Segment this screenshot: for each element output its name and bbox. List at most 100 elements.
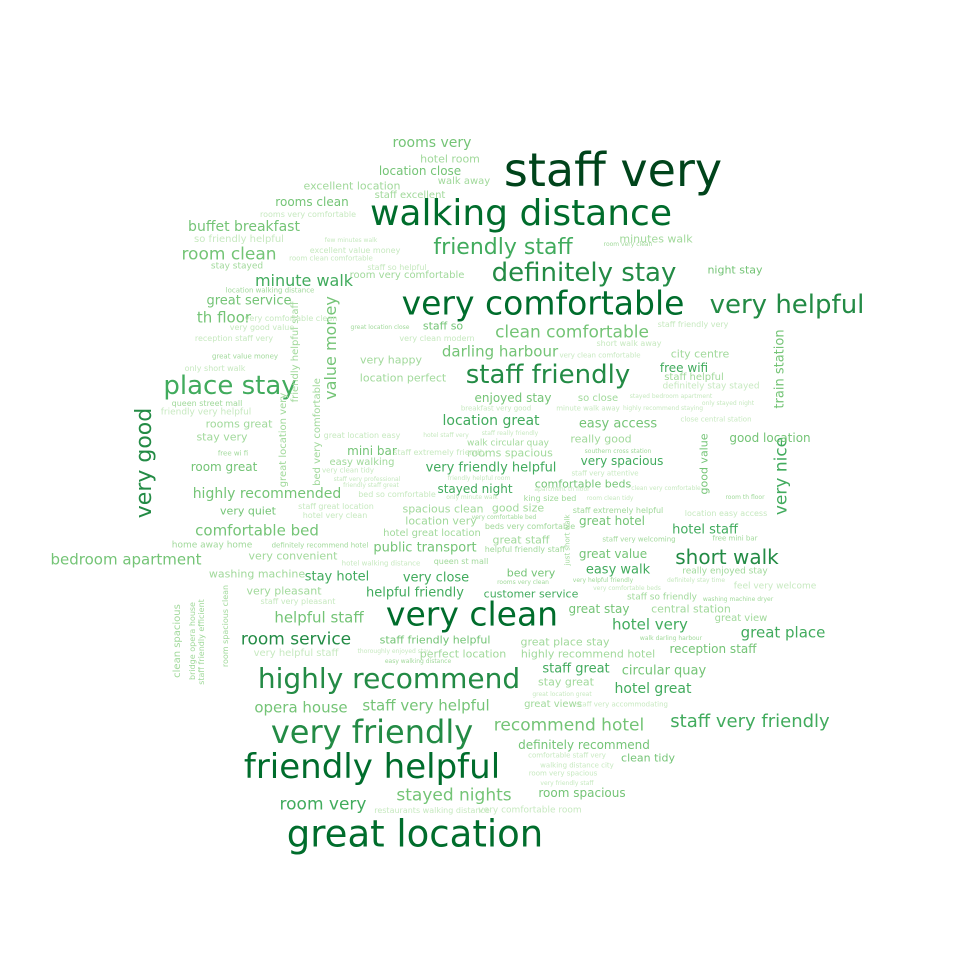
- word-cloud-term: stay stayed: [210, 261, 264, 272]
- word-cloud-term: hotel very clean: [302, 511, 368, 520]
- word-cloud-term: staff great location: [298, 502, 374, 511]
- word-cloud-term: staff great: [542, 661, 610, 677]
- word-cloud-term: staff friendly: [465, 360, 631, 390]
- word-cloud-term: excellent value money: [309, 246, 401, 255]
- word-cloud-term: mini bar: [347, 444, 397, 458]
- word-cloud-term: location very: [405, 514, 477, 528]
- word-cloud-term: great place stay: [520, 635, 610, 649]
- word-cloud-term: hotel very: [612, 615, 688, 634]
- word-cloud-term: minutes walk: [619, 232, 693, 246]
- word-cloud-term: very comfortable room: [478, 805, 582, 816]
- word-cloud-term: really good: [570, 432, 632, 446]
- word-cloud-term: very good: [132, 407, 157, 519]
- word-cloud-term: stay great: [538, 675, 594, 689]
- word-cloud-term: walking distance city: [540, 761, 614, 770]
- word-cloud-term: great location close: [350, 324, 410, 331]
- word-cloud-term: bed very: [506, 566, 556, 580]
- word-cloud-term: room clean tidy: [586, 495, 634, 502]
- word-cloud-term: easy access: [578, 416, 658, 432]
- word-cloud-term: great staff: [492, 533, 550, 547]
- word-cloud-term: room spacious: [538, 786, 626, 800]
- word-cloud-term: location easy access: [684, 509, 768, 518]
- word-cloud-term: hotel great location: [383, 528, 481, 539]
- word-cloud-term: beds very comfortable: [484, 522, 576, 531]
- word-cloud-term: free wifi: [659, 361, 709, 375]
- word-cloud-term: short walk: [675, 545, 779, 569]
- word-cloud-term: queen street mall: [171, 399, 243, 408]
- word-cloud-term: clean very comfortable: [631, 485, 701, 492]
- word-cloud-term: minute walk: [254, 271, 354, 290]
- word-cloud-term: helpful staff: [274, 608, 364, 627]
- word-cloud-term: breakfast very good: [460, 404, 532, 413]
- word-cloud-term: free wi fi: [217, 449, 249, 458]
- word-cloud-term: queen st mall: [433, 557, 489, 566]
- word-cloud-term: very comfortable bed: [471, 514, 537, 521]
- word-cloud-term: room th floor: [725, 494, 765, 501]
- word-cloud-term: staff friendly helpful: [379, 633, 491, 647]
- word-cloud-term: definitely stay stayed: [662, 381, 760, 392]
- word-cloud-term: easy walking distance: [384, 658, 452, 665]
- word-cloud-term: free mini bar: [712, 534, 758, 543]
- word-cloud-term: so friendly helpful: [194, 234, 284, 245]
- word-cloud-term: clean comfortable: [495, 322, 649, 343]
- word-cloud-term: very friendly staff: [540, 780, 594, 787]
- word-cloud-term: very clean modern: [399, 334, 475, 343]
- word-cloud-term: good location: [729, 431, 811, 445]
- word-cloud-term: location walking distance: [225, 286, 315, 295]
- word-cloud-term: thoroughly enjoyed stay: [357, 648, 431, 655]
- word-cloud-term: reception staff very: [194, 334, 274, 343]
- word-cloud-term: stayed nights: [396, 785, 512, 806]
- word-cloud-term: room great: [190, 460, 258, 474]
- word-cloud-term: staff so: [422, 319, 464, 333]
- word-cloud-term: friendly staff great: [343, 482, 399, 489]
- word-cloud-term: rooms very: [392, 135, 472, 151]
- word-cloud-term: staff excellent: [374, 190, 446, 201]
- word-cloud-term: enjoyed stay: [474, 391, 552, 405]
- word-cloud-term: hotel staff very: [423, 432, 469, 439]
- word-cloud-term: opera house: [254, 698, 348, 717]
- word-cloud-term: staff very welcoming: [602, 535, 676, 544]
- word-cloud-term: great location easy: [323, 431, 401, 440]
- word-cloud-term: staff very accommodating: [576, 700, 668, 709]
- word-cloud-term: very quiet: [220, 504, 276, 518]
- word-cloud-term: great value money: [211, 352, 279, 361]
- word-cloud-term: rooms clean: [275, 195, 349, 209]
- word-cloud-term: very clean tidy: [321, 466, 375, 475]
- word-cloud-term: definitely recommend: [518, 738, 650, 752]
- word-cloud-term: room service: [240, 629, 352, 650]
- word-cloud-term: customer service: [483, 587, 579, 601]
- word-cloud-term: staff helpful: [664, 372, 724, 383]
- word-cloud-term: staff very attentive: [571, 469, 639, 478]
- word-cloud-term: good size: [491, 501, 545, 515]
- word-cloud-term: room very comfortable: [349, 270, 465, 281]
- word-cloud-term: stayed bedroom apartment: [629, 393, 713, 400]
- word-cloud-term: only stayed night: [701, 400, 755, 407]
- word-cloud-term: very friendly helpful: [425, 460, 557, 476]
- word-cloud-term: staff friendly efficient: [197, 599, 206, 685]
- word-cloud-term: washing machine: [208, 567, 306, 581]
- word-cloud-term: darling harbour: [441, 342, 559, 361]
- word-cloud-term: only short walk: [184, 364, 246, 373]
- word-cloud-term: king size bed: [523, 494, 577, 503]
- word-cloud-term: very friendly: [270, 713, 474, 751]
- word-cloud-term: great location: [286, 812, 544, 856]
- word-cloud-term: very helpful staff: [253, 648, 339, 659]
- word-cloud-term: room very: [279, 794, 367, 815]
- word-cloud-term: rooms spacious: [467, 446, 553, 460]
- word-cloud-term: th floor: [196, 308, 252, 327]
- word-cloud-term: hotel staff: [672, 522, 738, 538]
- word-cloud-term: comfortable staff very: [528, 751, 606, 760]
- word-cloud-term: staff very helpful: [362, 696, 490, 715]
- word-cloud-term: walk away: [437, 176, 491, 187]
- word-cloud-term: hotel great: [614, 681, 692, 697]
- word-cloud-term: washing machine dryer: [702, 596, 774, 603]
- word-cloud-term: short walk away: [596, 339, 662, 348]
- word-cloud-term: definitely stay: [491, 258, 677, 288]
- word-cloud-term: staff very pleasant: [260, 597, 336, 606]
- word-cloud-term: value money: [321, 296, 340, 400]
- word-cloud-term: staff really friendly: [481, 430, 539, 437]
- word-cloud-term: hotel room: [420, 152, 480, 166]
- word-cloud-term: great service: [206, 293, 292, 309]
- word-cloud-term: location perfect: [359, 371, 447, 385]
